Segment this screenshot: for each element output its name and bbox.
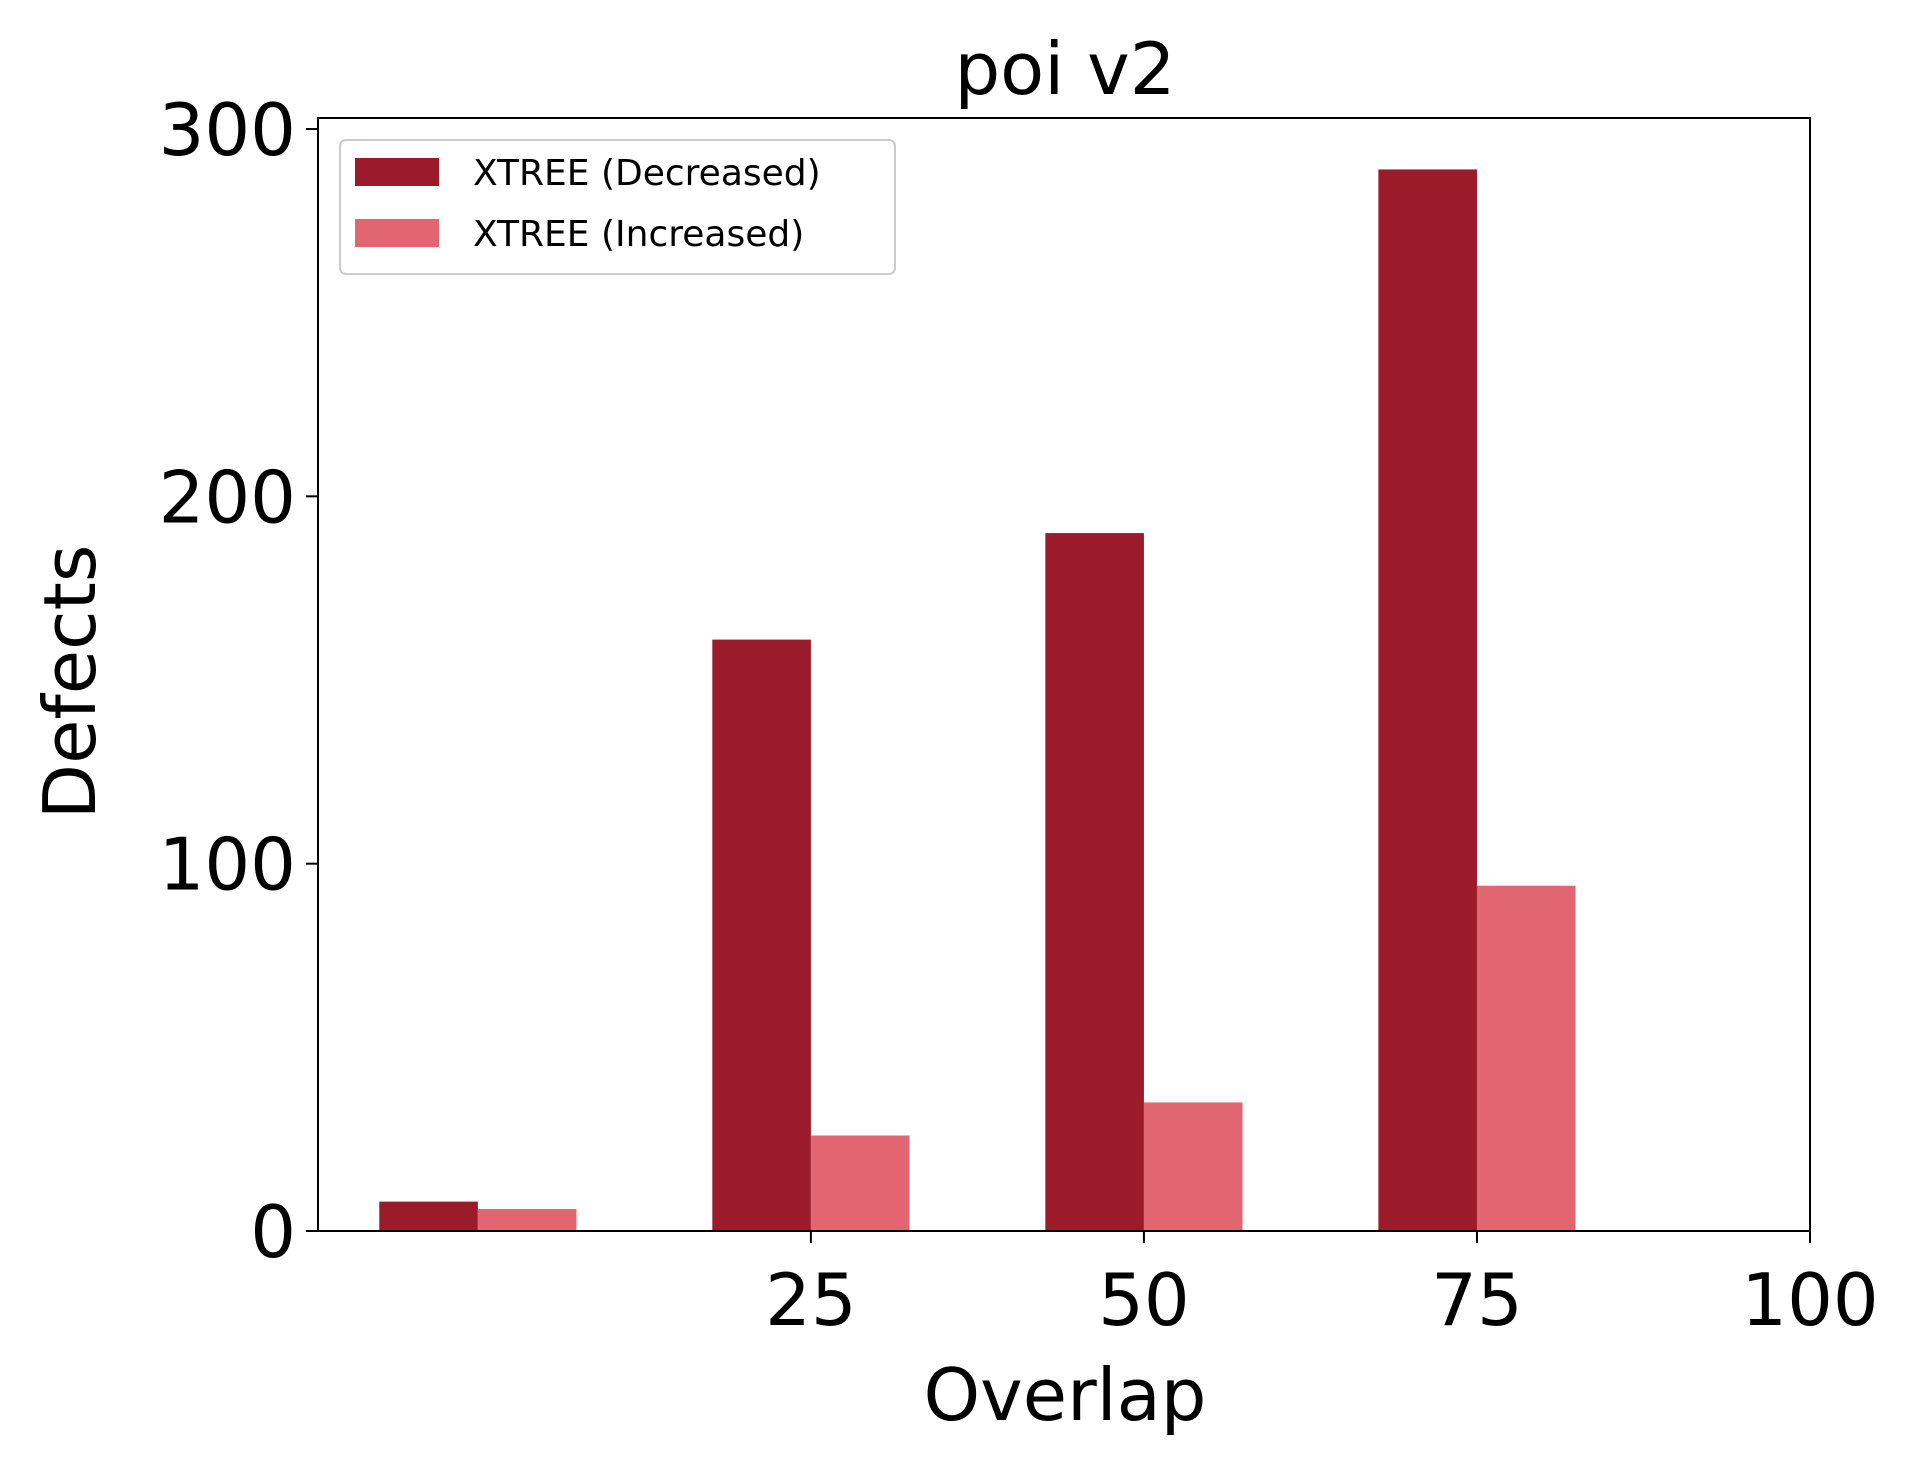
y-tick-label-300: 300 [159,88,296,172]
bar-series-1-50 [1045,533,1144,1231]
bar-series-1-0 [379,1201,478,1231]
legend-swatch-2 [355,219,439,247]
bar-series-2-25 [810,1135,910,1231]
bar-series-1-75 [1378,169,1477,1232]
x-tick-label-100: 100 [1741,1258,1878,1342]
x-tick-label-25: 25 [765,1258,857,1342]
y-tick-label-200: 200 [159,455,296,539]
x-tick-label-50: 50 [1098,1258,1190,1342]
bar-series-2-0 [477,1208,577,1231]
legend: XTREE (Decreased) XTREE (Increased) [339,139,896,275]
legend-label-2: XTREE (Increased) [473,214,804,255]
axes-layer: 0 100 200 300 25 50 75 100 [159,88,1879,1342]
y-axis-label: Defects [28,545,112,820]
plot-frame [317,117,1811,1232]
legend-swatch-1 [355,158,439,186]
bar-series-2-75 [1476,885,1576,1231]
bar-series-2-50 [1143,1102,1243,1231]
bar-series-1-25 [712,639,811,1231]
y-tick-label-0: 0 [250,1190,296,1274]
x-tick-label-75: 75 [1431,1258,1523,1342]
legend-label-1: XTREE (Decreased) [473,153,821,194]
chart-title: poi v2 [954,27,1175,111]
y-tick-label-100: 100 [159,823,296,907]
bars-layer [379,169,1576,1232]
x-axis-label: Overlap [923,1353,1206,1437]
legend-box [339,139,896,275]
